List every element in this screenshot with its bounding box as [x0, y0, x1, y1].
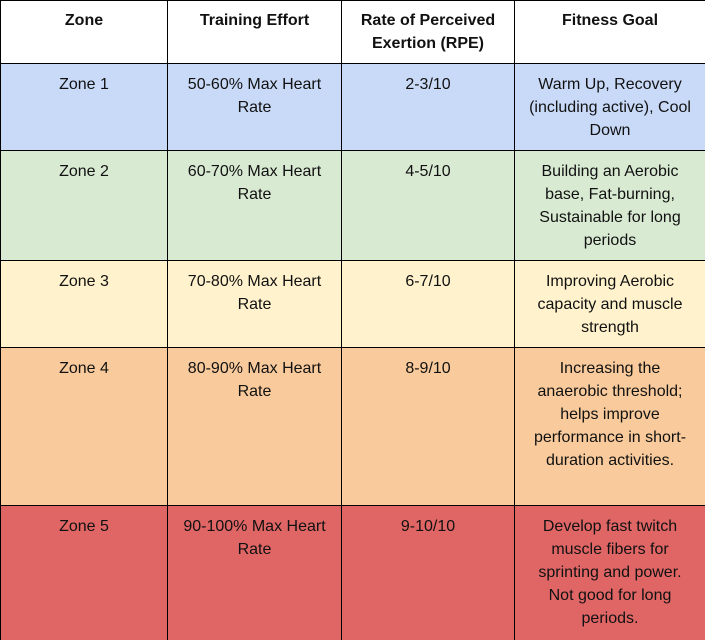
table-cell: Building an Aerobic base, Fat-burning, S…	[514, 150, 705, 261]
table-cell: 9-10/10	[341, 505, 515, 640]
table-cell: Increasing the anaerobic threshold; help…	[514, 347, 705, 506]
table-cell: 2-3/10	[341, 63, 515, 151]
table-cell: 70-80% Max Heart Rate	[167, 260, 342, 348]
zone-row: Zone 4 80-90% Max Heart Rate 8-9/10 Increas…	[0, 347, 705, 506]
header-cell: Fitness Goal	[514, 0, 705, 64]
header-row: Zone Training Effort Rate of Perceived Exe…	[0, 0, 705, 64]
header-cell: Rate of Perceived Exertion (RPE)	[341, 0, 515, 64]
table-head: Zone Training Effort Rate of Perceived Exe…	[0, 0, 705, 64]
header-cell: Training Effort	[167, 0, 342, 64]
zone-row: Zone 3 70-80% Max Heart Rate 6-7/10 Improvi…	[0, 260, 705, 348]
zone-row: Zone 2 60-70% Max Heart Rate 4-5/10 Buildin…	[0, 150, 705, 261]
table-cell: Zone 4	[0, 347, 168, 506]
table-cell: Warm Up, Recovery (including active), Co…	[514, 63, 705, 151]
zone-row: Zone 1 50-60% Max Heart Rate 2-3/10 Warm Up…	[0, 63, 705, 151]
zone-row: Zone 5 90-100% Max Heart Rate 9-10/10 Devel…	[0, 505, 705, 640]
table-cell: 8-9/10	[341, 347, 515, 506]
table-cell: 80-90% Max Heart Rate	[167, 347, 342, 506]
table-cell: 4-5/10	[341, 150, 515, 261]
table-cell: Develop fast twitch muscle fibers for sp…	[514, 505, 705, 640]
table-cell: 6-7/10	[341, 260, 515, 348]
table-cell: Zone 3	[0, 260, 168, 348]
table-cell: Improving Aerobic capacity and muscle st…	[514, 260, 705, 348]
table-cell: 50-60% Max Heart Rate	[167, 63, 342, 151]
table-cell: 90-100% Max Heart Rate	[167, 505, 342, 640]
table-cell: Zone 5	[0, 505, 168, 640]
header-cell: Zone	[0, 0, 168, 64]
table-cell: Zone 2	[0, 150, 168, 261]
table-cell: 60-70% Max Heart Rate	[167, 150, 342, 261]
table-body: Zone 1 50-60% Max Heart Rate 2-3/10 Warm Up…	[0, 63, 705, 640]
table-cell: Zone 1	[0, 63, 168, 151]
